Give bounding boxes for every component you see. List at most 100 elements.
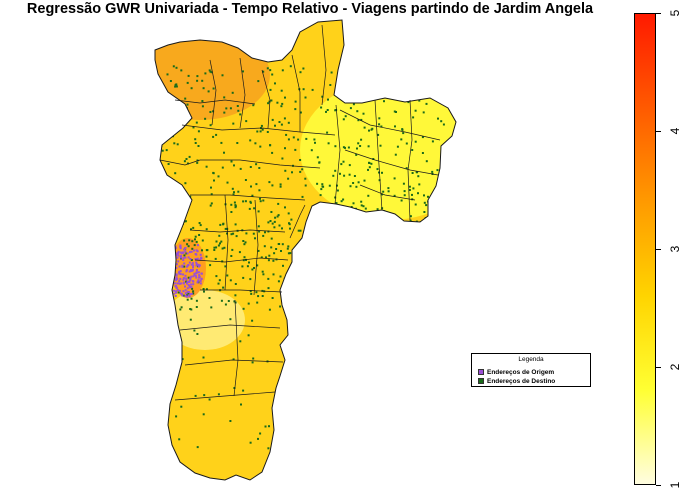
destination-point bbox=[448, 145, 451, 148]
destination-point bbox=[210, 186, 212, 189]
destination-point bbox=[389, 84, 392, 87]
color-scale-tick bbox=[656, 366, 661, 368]
destination-point bbox=[269, 88, 272, 91]
destination-point bbox=[283, 117, 286, 120]
origin-point bbox=[180, 252, 183, 255]
destination-point bbox=[417, 192, 419, 195]
origin-point bbox=[195, 271, 198, 274]
destination-point bbox=[234, 206, 237, 209]
destination-point bbox=[217, 175, 220, 178]
destination-point bbox=[226, 181, 229, 184]
destination-point bbox=[229, 420, 232, 422]
origin-point bbox=[181, 265, 184, 268]
destination-point bbox=[236, 142, 239, 144]
destination-point bbox=[355, 153, 358, 156]
destination-point bbox=[313, 138, 316, 141]
destination-point bbox=[262, 273, 265, 276]
destination-point bbox=[328, 184, 331, 187]
origin-point bbox=[189, 286, 192, 289]
destination-point bbox=[393, 177, 396, 180]
destination-point bbox=[438, 217, 441, 220]
destination-point bbox=[445, 253, 448, 256]
origin-point bbox=[176, 282, 179, 285]
destination-point bbox=[338, 227, 341, 230]
destination-point bbox=[350, 206, 353, 208]
destination-point bbox=[352, 103, 355, 106]
origin-point bbox=[187, 284, 190, 286]
destination-point bbox=[269, 69, 272, 72]
destination-point bbox=[155, 171, 157, 174]
destination-point bbox=[271, 118, 274, 121]
destination-point bbox=[357, 181, 360, 184]
destination-point bbox=[240, 403, 242, 406]
origin-point bbox=[175, 263, 178, 266]
origin-point bbox=[195, 276, 198, 279]
destination-point bbox=[184, 220, 187, 223]
destination-point bbox=[230, 211, 233, 213]
origin-point bbox=[182, 257, 185, 260]
origin-point bbox=[181, 264, 184, 267]
origin-point bbox=[178, 265, 181, 268]
origin-point bbox=[175, 266, 178, 269]
destination-point bbox=[423, 227, 426, 230]
destination-point bbox=[220, 299, 223, 302]
origin-point bbox=[188, 295, 191, 298]
destination-point bbox=[190, 297, 193, 300]
destination-point bbox=[192, 290, 195, 293]
destination-point bbox=[344, 115, 347, 118]
destination-point bbox=[174, 85, 177, 88]
origin-point bbox=[190, 263, 193, 266]
origin-point bbox=[179, 270, 182, 273]
origin-point bbox=[183, 277, 186, 280]
destination-point bbox=[337, 208, 340, 211]
destination-point bbox=[363, 126, 366, 129]
destination-point bbox=[415, 237, 418, 240]
destination-point bbox=[192, 292, 195, 295]
destination-point bbox=[372, 158, 375, 160]
destination-point bbox=[367, 168, 369, 171]
destination-point bbox=[175, 123, 178, 126]
destination-point bbox=[392, 227, 395, 230]
destination-point bbox=[277, 214, 280, 217]
destination-point bbox=[421, 75, 424, 77]
destination-point bbox=[423, 237, 426, 240]
destination-point bbox=[208, 297, 211, 299]
destination-point bbox=[262, 234, 265, 237]
destination-point bbox=[244, 241, 247, 244]
destination-point bbox=[435, 72, 438, 75]
destination-point bbox=[364, 207, 367, 210]
destination-point bbox=[415, 171, 418, 174]
origin-point bbox=[175, 273, 178, 276]
destination-point bbox=[209, 70, 212, 73]
destination-point bbox=[202, 413, 205, 416]
destination-point bbox=[285, 133, 288, 136]
origin-point bbox=[200, 277, 203, 280]
origin-point bbox=[183, 248, 186, 251]
destination-point bbox=[409, 96, 412, 98]
origin-point bbox=[179, 251, 182, 254]
destination-point bbox=[234, 204, 237, 207]
destination-point bbox=[417, 72, 420, 74]
origin-point bbox=[173, 262, 175, 265]
destination-point bbox=[186, 162, 189, 165]
destination-point bbox=[320, 106, 323, 109]
destination-point bbox=[273, 252, 276, 255]
destination-point bbox=[277, 280, 280, 283]
origin-point bbox=[186, 287, 189, 290]
destination-point bbox=[161, 90, 164, 93]
origin-point bbox=[196, 244, 199, 247]
destination-point bbox=[368, 161, 370, 164]
destination-point bbox=[290, 309, 292, 312]
destination-point bbox=[223, 96, 226, 99]
destination-point bbox=[242, 240, 245, 242]
destination-point bbox=[387, 187, 390, 190]
destination-point bbox=[277, 202, 280, 205]
origin-point bbox=[176, 277, 179, 280]
destination-point bbox=[226, 274, 229, 277]
destination-point bbox=[354, 224, 357, 227]
destination-point bbox=[357, 119, 360, 122]
destination-point bbox=[209, 111, 212, 113]
destination-point bbox=[180, 69, 183, 72]
destination-point bbox=[230, 233, 233, 236]
destination-point bbox=[185, 158, 188, 160]
